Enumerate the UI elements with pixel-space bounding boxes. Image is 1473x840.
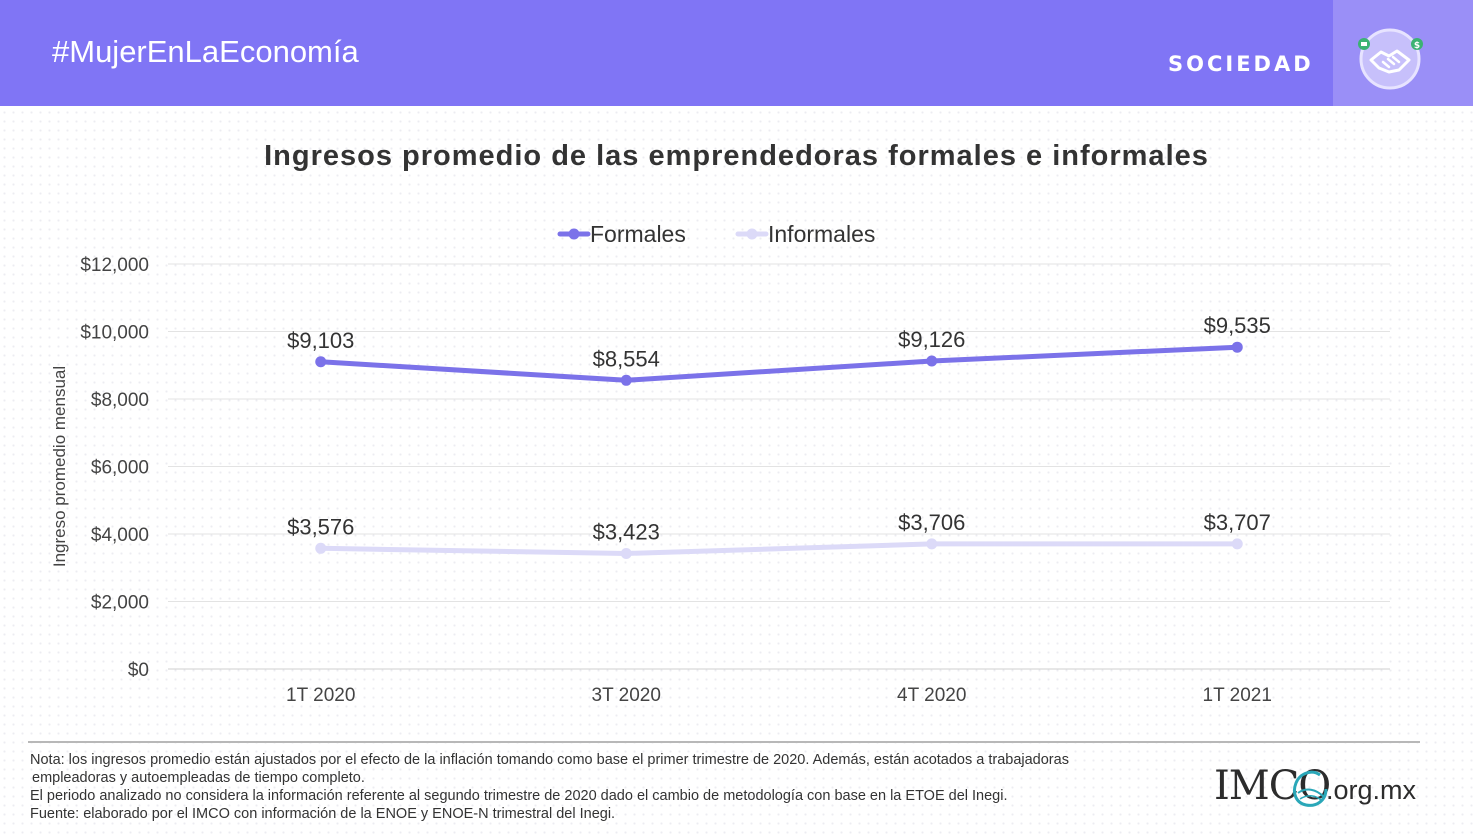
legend-label: Formales [590, 221, 686, 247]
data-point [620, 547, 632, 559]
legend-label: Informales [768, 221, 875, 247]
section-icon-panel: $ [1333, 0, 1473, 106]
y-tick-label: $0 [128, 660, 149, 681]
legend-marker [568, 228, 580, 240]
data-point [1231, 538, 1243, 550]
x-tick-label: 1T 2020 [286, 685, 355, 706]
imco-swirl-logo-icon [1292, 770, 1328, 807]
chart-title: Ingresos promedio de las emprendedoras f… [264, 140, 1209, 172]
data-label: $3,423 [593, 519, 660, 544]
note-line-1: Nota: los ingresos promedio están ajusta… [30, 752, 1069, 768]
x-tick-label: 3T 2020 [592, 685, 661, 706]
section-label: SOCIEDAD [1168, 52, 1314, 76]
legend-marker [746, 228, 758, 240]
series-line-informales [318, 541, 1240, 556]
data-label: $9,535 [1204, 313, 1271, 338]
handshake-money-icon: $ [1358, 28, 1423, 90]
data-label: $8,554 [593, 346, 660, 371]
svg-text:$: $ [1414, 41, 1420, 51]
data-point [315, 542, 327, 554]
data-point [1231, 341, 1243, 353]
y-axis-label: Ingreso promedio mensual [50, 366, 69, 567]
data-label: $9,103 [287, 328, 354, 353]
y-tick-label: $6,000 [91, 458, 149, 479]
header-banner: #MujerEnLaEconomía SOCIEDAD $ [0, 0, 1473, 106]
logo-domain: .org.mx [1326, 775, 1417, 805]
hashtag-title: #MujerEnLaEconomía [52, 34, 359, 69]
x-tick-label: 1T 2021 [1203, 685, 1272, 706]
imco-logo: IMCO .org.mx [1214, 757, 1444, 817]
note-line-3: El periodo analizado no considera la inf… [30, 788, 1008, 804]
data-label: $3,576 [287, 514, 354, 539]
y-tick-label: $12,000 [80, 255, 149, 276]
data-point [926, 538, 938, 550]
y-tick-label: $8,000 [91, 390, 149, 411]
data-point [620, 374, 632, 386]
series-line-formales [318, 344, 1240, 383]
note-line-4: Fuente: elaborado por el IMCO con inform… [30, 806, 616, 822]
data-label: $9,126 [898, 327, 965, 352]
y-tick-label: $10,000 [80, 323, 149, 344]
data-label: $3,707 [1204, 510, 1271, 535]
x-tick-label: 4T 2020 [897, 685, 966, 706]
data-point [315, 356, 327, 368]
notes-block: Nota: los ingresos promedio están ajusta… [30, 751, 1200, 823]
notes-divider [28, 741, 1420, 743]
y-tick-label: $2,000 [91, 593, 149, 614]
y-tick-label: $4,000 [91, 525, 149, 546]
note-line-2: empleadoras y autoempleadas de tiempo co… [32, 770, 365, 786]
data-point [926, 355, 938, 367]
data-label: $3,706 [898, 510, 965, 535]
line-chart: $0 $2,000 $4,000 $6,000 $8,000 $10,000 $12,000… [50, 221, 1390, 706]
